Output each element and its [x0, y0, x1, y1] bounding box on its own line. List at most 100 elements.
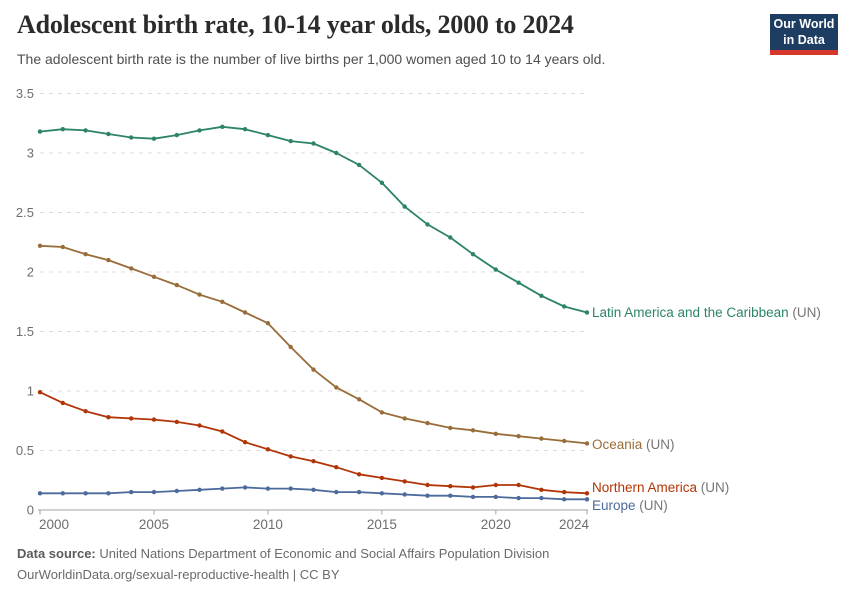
data-point	[37, 243, 43, 248]
owid-url-link[interactable]: OurWorldinData.org/sexual-reproductive-h…	[17, 567, 340, 582]
data-point	[60, 400, 65, 406]
y-tick-label: 3.5	[16, 86, 34, 101]
data-point	[402, 492, 407, 497]
data-point	[106, 415, 111, 420]
data-point	[425, 222, 430, 227]
series-label-latin-america-and-the-caribbean: Latin America and the Caribbean (UN)	[592, 305, 821, 320]
data-point	[174, 488, 179, 494]
series-label-northern-america: Northern America (UN)	[592, 480, 729, 495]
data-point	[174, 282, 179, 288]
series-line-northern-america	[39, 391, 588, 495]
data-point	[60, 491, 65, 496]
x-axis: 2000 2005 2010 2015 2020 2024	[38, 509, 590, 532]
data-point	[288, 486, 293, 491]
data-point	[311, 487, 316, 492]
data-point	[516, 434, 521, 439]
data-point	[197, 487, 202, 492]
data-point	[265, 321, 271, 326]
data-point	[516, 280, 521, 285]
data-point	[106, 131, 111, 137]
data-point	[448, 425, 453, 431]
data-point	[402, 416, 407, 421]
data-point	[60, 244, 65, 250]
data-point	[242, 127, 248, 132]
license-line: OurWorldinData.org/sexual-reproductive-h…	[17, 567, 340, 582]
data-point	[220, 299, 225, 304]
series-lines	[37, 124, 590, 502]
data-point	[151, 274, 157, 279]
data-source-label: Data source:	[17, 546, 96, 561]
y-tick-label: 3	[27, 146, 34, 161]
data-point	[288, 138, 293, 144]
owid-logo[interactable]: Our World in Data	[770, 14, 838, 55]
data-point	[242, 310, 248, 315]
data-point	[334, 465, 339, 470]
data-point	[448, 484, 453, 489]
y-tick-label: 1	[27, 384, 34, 399]
data-point	[562, 304, 567, 309]
series-points-northern-america	[37, 390, 590, 496]
data-point	[425, 482, 430, 488]
data-point	[174, 132, 179, 138]
owid-logo-line2: in Data	[783, 32, 825, 47]
y-tick-label: 2.5	[16, 205, 34, 220]
data-point	[425, 420, 430, 426]
data-point	[470, 428, 476, 433]
data-point	[470, 252, 476, 257]
data-point	[584, 310, 590, 315]
data-point	[379, 475, 385, 481]
data-point	[425, 493, 430, 498]
data-point	[151, 417, 157, 422]
data-point	[197, 292, 202, 297]
data-point	[539, 495, 544, 501]
data-point	[584, 441, 590, 446]
data-point	[106, 491, 111, 496]
data-point	[516, 482, 521, 488]
x-tick-label: 2010	[253, 517, 283, 532]
series-line-latin-america-and-the-caribbean	[39, 125, 588, 314]
owid-logo-line1: Our World	[773, 17, 835, 31]
series-label-oceania: Oceania (UN)	[592, 437, 675, 452]
data-point	[562, 489, 567, 495]
data-point	[356, 472, 362, 477]
y-tick-label: 0	[27, 503, 34, 518]
data-point	[311, 459, 316, 464]
data-point	[37, 491, 43, 496]
data-point	[379, 180, 385, 185]
data-point	[265, 447, 271, 452]
data-point	[288, 344, 293, 350]
data-point	[83, 491, 88, 496]
data-point	[334, 385, 339, 390]
data-point	[493, 494, 498, 500]
data-point	[265, 486, 271, 491]
data-point	[539, 436, 544, 441]
data-point	[448, 235, 453, 240]
x-tick-label: 2024	[559, 517, 590, 532]
data-point	[356, 162, 362, 168]
series-points-latin-america-and-the-caribbean	[37, 124, 590, 315]
series-labels: Latin America and the Caribbean (UN) Ocea…	[592, 305, 821, 513]
x-tick-label: 2020	[481, 517, 511, 532]
y-tick-label: 2	[27, 265, 34, 280]
data-point	[37, 129, 43, 134]
data-point	[288, 454, 293, 459]
data-point	[83, 128, 88, 133]
series-points-oceania	[37, 243, 590, 446]
data-point	[83, 252, 88, 257]
x-tick-label: 2000	[39, 517, 69, 532]
data-point	[448, 493, 453, 498]
data-point	[83, 409, 88, 414]
data-point	[493, 267, 498, 272]
data-point	[220, 429, 225, 434]
data-point	[129, 416, 134, 421]
data-source-text: United Nations Department of Economic an…	[99, 546, 550, 561]
data-point	[151, 489, 157, 495]
data-point	[493, 431, 498, 436]
x-tick-label: 2015	[367, 517, 397, 532]
data-point	[311, 367, 316, 372]
data-point	[334, 489, 339, 495]
data-point	[356, 489, 362, 495]
data-point	[356, 397, 362, 402]
